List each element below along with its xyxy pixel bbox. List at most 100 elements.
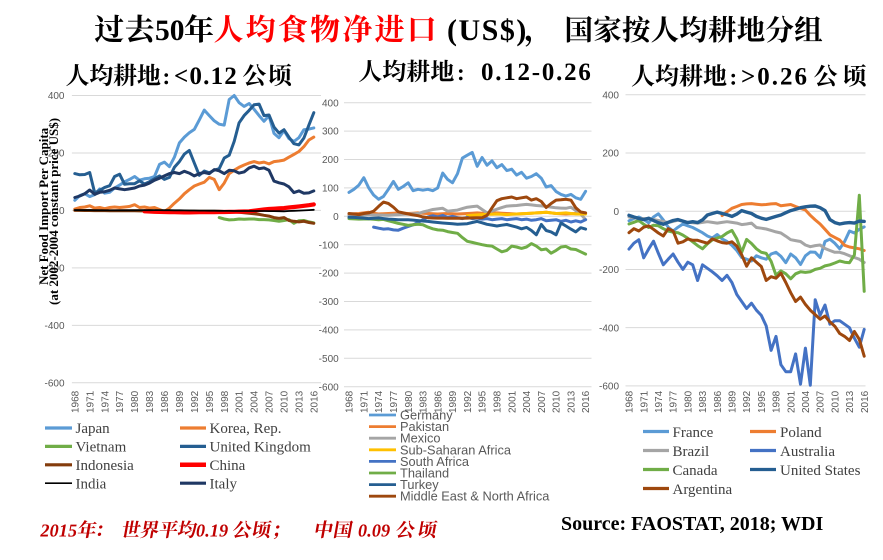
svg-text:1977: 1977 <box>389 390 400 413</box>
svg-text:Italy: Italy <box>210 476 238 492</box>
svg-text:-200: -200 <box>44 263 64 274</box>
svg-text:1974: 1974 <box>374 390 385 413</box>
svg-text:1998: 1998 <box>493 390 504 413</box>
svg-text:Turkey: Turkey <box>400 477 439 492</box>
svg-text:1974: 1974 <box>100 390 111 413</box>
svg-text:2010: 2010 <box>830 390 841 413</box>
svg-text:2007: 2007 <box>265 390 276 413</box>
svg-text:-400: -400 <box>44 321 64 332</box>
svg-text:0: 0 <box>613 207 619 218</box>
svg-text:2004: 2004 <box>522 390 533 413</box>
svg-text:2007: 2007 <box>537 390 548 413</box>
svg-text:-200: -200 <box>599 265 619 276</box>
svg-text:(at 2002-2004 constant price U: (at 2002-2004 constant price US$) <box>46 118 61 305</box>
svg-text:2001: 2001 <box>786 390 797 413</box>
svg-text:Argentina: Argentina <box>673 482 733 498</box>
svg-text:300: 300 <box>322 127 339 138</box>
svg-text:United States: United States <box>780 463 861 479</box>
svg-text:1998: 1998 <box>220 390 231 413</box>
svg-text:2016: 2016 <box>309 390 320 413</box>
svg-text:2004: 2004 <box>801 390 812 413</box>
svg-text:Brazil: Brazil <box>673 444 710 460</box>
svg-text:1977: 1977 <box>669 390 680 413</box>
svg-text:-600: -600 <box>599 382 619 393</box>
svg-text:1983: 1983 <box>145 390 156 413</box>
svg-text:-600: -600 <box>319 382 339 393</box>
svg-text:2004: 2004 <box>250 390 261 413</box>
svg-text:2013: 2013 <box>845 390 856 413</box>
svg-text:United Kingdom: United Kingdom <box>210 440 312 456</box>
svg-text:Indonesia: Indonesia <box>76 458 135 474</box>
svg-text:1989: 1989 <box>728 390 739 413</box>
svg-text:Canada: Canada <box>673 463 718 479</box>
svg-text:1986: 1986 <box>160 390 171 413</box>
svg-text:1995: 1995 <box>757 390 768 413</box>
svg-text:400: 400 <box>602 90 619 101</box>
svg-text:Japan: Japan <box>76 421 111 437</box>
svg-text:1986: 1986 <box>433 390 444 413</box>
svg-text:400: 400 <box>48 91 65 102</box>
svg-text:1971: 1971 <box>359 390 370 413</box>
svg-text:India: India <box>76 476 107 492</box>
svg-text:200: 200 <box>602 149 619 160</box>
svg-text:2016: 2016 <box>860 390 871 413</box>
svg-text:Middle East & North Africa: Middle East & North Africa <box>400 489 550 504</box>
svg-text:-100: -100 <box>319 240 339 251</box>
svg-text:China: China <box>210 458 246 474</box>
svg-text:2016: 2016 <box>581 390 592 413</box>
svg-text:2010: 2010 <box>280 390 291 413</box>
svg-text:-300: -300 <box>319 297 339 308</box>
svg-text:-200: -200 <box>319 269 339 280</box>
svg-text:1977: 1977 <box>115 390 126 413</box>
svg-text:1983: 1983 <box>698 390 709 413</box>
svg-text:1986: 1986 <box>713 390 724 413</box>
svg-text:Poland: Poland <box>780 425 822 441</box>
svg-text:Pakistan: Pakistan <box>400 419 449 434</box>
svg-text:1995: 1995 <box>205 390 216 413</box>
svg-text:1989: 1989 <box>175 390 186 413</box>
svg-text:1995: 1995 <box>478 390 489 413</box>
svg-text:Net Food Import Per Capita: Net Food Import Per Capita <box>36 127 51 285</box>
svg-text:1971: 1971 <box>639 390 650 413</box>
svg-text:Sub-Saharan Africa: Sub-Saharan Africa <box>400 442 512 457</box>
svg-text:-400: -400 <box>599 323 619 334</box>
svg-text:1992: 1992 <box>742 390 753 413</box>
svg-text:1974: 1974 <box>654 390 665 413</box>
svg-text:-500: -500 <box>319 354 339 365</box>
svg-text:0: 0 <box>59 206 65 217</box>
svg-text:2010: 2010 <box>552 390 563 413</box>
svg-text:1971: 1971 <box>85 390 96 413</box>
svg-text:1989: 1989 <box>448 390 459 413</box>
svg-text:2001: 2001 <box>235 390 246 413</box>
svg-text:1980: 1980 <box>404 390 415 413</box>
svg-text:1968: 1968 <box>70 390 81 413</box>
svg-text:1992: 1992 <box>463 390 474 413</box>
svg-text:200: 200 <box>48 149 65 160</box>
svg-text:1980: 1980 <box>683 390 694 413</box>
svg-text:1983: 1983 <box>419 390 430 413</box>
svg-text:-400: -400 <box>319 326 339 337</box>
svg-text:0: 0 <box>333 212 339 223</box>
svg-text:Australia: Australia <box>780 444 835 460</box>
svg-text:Vietnam: Vietnam <box>76 440 127 456</box>
svg-text:Thailand: Thailand <box>400 466 449 481</box>
svg-text:Korea, Rep.: Korea, Rep. <box>210 421 282 437</box>
svg-text:Germany: Germany <box>400 408 453 423</box>
svg-text:2007: 2007 <box>816 390 827 413</box>
svg-text:1980: 1980 <box>130 390 141 413</box>
svg-text:1992: 1992 <box>190 390 201 413</box>
svg-text:2013: 2013 <box>567 390 578 413</box>
svg-text:France: France <box>673 425 714 441</box>
svg-text:1968: 1968 <box>625 390 636 413</box>
svg-text:Mexico: Mexico <box>400 431 441 446</box>
svg-text:Source: FAOSTAT, 2018; WDI: Source: FAOSTAT, 2018; WDI <box>561 513 823 535</box>
svg-text:200: 200 <box>322 155 339 166</box>
svg-text:2001: 2001 <box>507 390 518 413</box>
svg-text:100: 100 <box>322 184 339 195</box>
svg-text:400: 400 <box>322 98 339 109</box>
svg-text:South Africa: South Africa <box>400 454 470 469</box>
svg-text:-600: -600 <box>44 378 64 389</box>
svg-text:2013: 2013 <box>295 390 306 413</box>
svg-text:1998: 1998 <box>772 390 783 413</box>
svg-text:1968: 1968 <box>345 390 356 413</box>
